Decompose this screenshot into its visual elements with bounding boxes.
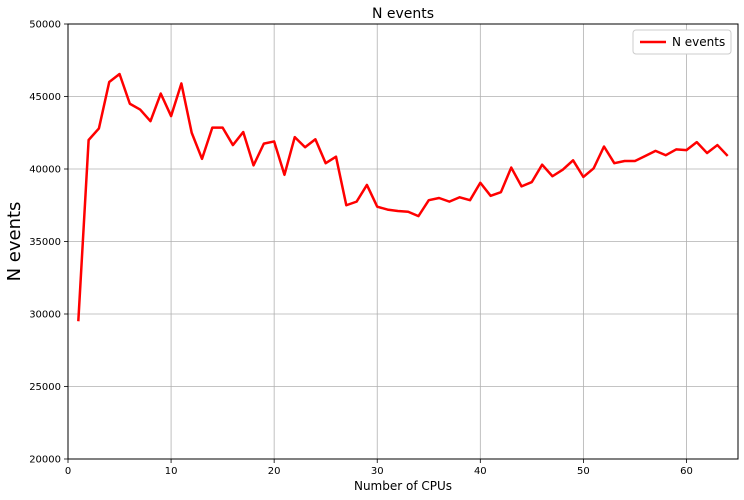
legend-box bbox=[632, 29, 732, 55]
x-tick-label: 40 bbox=[474, 466, 487, 477]
y-tick-label: 25000 bbox=[29, 382, 61, 393]
series-line bbox=[77, 72, 729, 322]
x-tick-label: 0 bbox=[65, 466, 71, 477]
x-axis-label: Number of CPUs bbox=[354, 479, 452, 493]
legend-label: N events bbox=[672, 35, 725, 49]
y-tick-label: 20000 bbox=[29, 455, 61, 466]
y-tick-label: 50000 bbox=[29, 20, 61, 31]
x-tick-label: 50 bbox=[577, 466, 590, 477]
y-tick-label: 45000 bbox=[29, 92, 61, 103]
legend: N events bbox=[632, 29, 732, 55]
y-tick-label: 40000 bbox=[29, 165, 61, 176]
x-tick-label: 30 bbox=[371, 466, 384, 477]
axis-ticks: 0 10 20 30 40 50 60 20000 25000 30000 35000 40000 45… bbox=[29, 20, 693, 478]
x-tick-label: 60 bbox=[680, 466, 693, 477]
chart-title: N events bbox=[372, 6, 434, 22]
y-tick-label: 30000 bbox=[29, 310, 61, 321]
y-axis-label: N events bbox=[4, 202, 25, 282]
x-tick-label: 10 bbox=[165, 466, 178, 477]
y-tick-label: 35000 bbox=[29, 237, 61, 248]
x-tick-label: 20 bbox=[268, 466, 281, 477]
series-layer bbox=[77, 72, 729, 322]
